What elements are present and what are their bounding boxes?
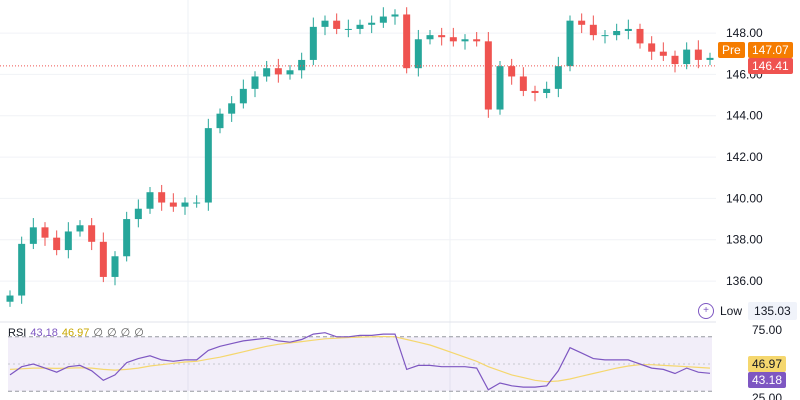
candle-body-48: [554, 66, 562, 89]
candle-body-29: [333, 20, 341, 29]
candle-body-25: [286, 70, 294, 75]
y-tick-label-148: 148.00: [726, 26, 763, 40]
candle-body-43: [496, 66, 504, 110]
candle-body-61: [706, 57, 714, 60]
candle-body-21: [239, 88, 247, 104]
rsi-legend-extra-4: ∅: [134, 327, 144, 339]
candle-body-58: [671, 55, 679, 65]
candle-body-24: [274, 68, 282, 75]
candle-body-59: [683, 49, 691, 65]
rsi-tick-label-75: 75.00: [752, 323, 782, 337]
candle-body-39: [449, 37, 457, 42]
candle-body-49: [566, 20, 574, 67]
candle-body-37: [426, 35, 434, 40]
candle-body-35: [403, 14, 411, 69]
candle-body-8: [88, 225, 96, 242]
candle-body-19: [216, 113, 224, 129]
candle-body-42: [484, 41, 492, 110]
candle-body-22: [251, 76, 259, 89]
rsi-tick-label-25: 25.00: [752, 391, 782, 400]
candle-body-52: [601, 35, 609, 37]
candle-body-23: [263, 68, 271, 77]
y-tick-label-142: 142.00: [726, 150, 763, 164]
candle-body-2: [18, 243, 26, 296]
candle-body-16: [181, 202, 189, 207]
low-label: Low: [720, 304, 743, 318]
pre-label: Pre: [718, 42, 745, 58]
last-price-tag: 146.41: [748, 58, 793, 74]
candle-body-46: [531, 90, 539, 93]
y-tick-label-136: 136.00: [726, 274, 763, 288]
rsi-ma-line: [9, 335, 711, 383]
candle-body-17: [193, 202, 201, 204]
rsi-ma-value-tag: 46.97: [748, 356, 787, 372]
candle-body-26: [298, 59, 306, 71]
candle-body-28: [321, 20, 329, 27]
candle-body-50: [578, 20, 586, 25]
candle-body-40: [461, 39, 469, 42]
candle-body-45: [519, 76, 527, 91]
candle-body-5: [53, 237, 61, 251]
rsi-legend-ma: 46.97: [61, 326, 90, 339]
candle-body-32: [368, 22, 376, 25]
rsi-legend-name: RSI: [8, 326, 27, 339]
candle-body-36: [414, 39, 422, 69]
candle-body-4: [41, 227, 49, 238]
candle-body-30: [344, 28, 352, 30]
y-tick-label-138: 138.00: [726, 233, 763, 247]
rsi-legend-extra-2: ∅: [107, 327, 117, 339]
candle-body-33: [379, 16, 387, 23]
candle-body-53: [613, 31, 621, 36]
candle-body-34: [391, 14, 399, 17]
candle-body-27: [309, 26, 317, 60]
candle-body-18: [204, 128, 212, 203]
candle-body-20: [228, 103, 236, 114]
candle-body-15: [169, 202, 177, 207]
rsi-legend-extra-3: ∅: [120, 327, 131, 339]
y-tick-label-144: 144.00: [726, 109, 763, 123]
candle-body-11: [123, 219, 131, 257]
candle-body-14: [158, 192, 166, 203]
candle-body-51: [589, 24, 597, 36]
candle-body-6: [64, 231, 72, 251]
candle-body-7: [76, 225, 84, 232]
candle-body-1: [6, 295, 14, 302]
low-value: 135.03: [748, 302, 797, 320]
candle-body-31: [356, 24, 364, 29]
candle-body-9: [99, 241, 107, 277]
candle-body-41: [473, 39, 481, 42]
rsi-legend-value: 43.18: [30, 326, 58, 339]
rsi-line: [9, 332, 711, 391]
candle-body-55: [636, 28, 644, 44]
pre-market-price-tag: 147.07: [748, 42, 793, 58]
candle-body-3: [29, 227, 37, 244]
candle-body-13: [146, 192, 154, 209]
low-marker-icon: +: [698, 303, 714, 319]
rsi-legend[interactable]: RSI 43.18 46.97 ∅ ∅ ∅ ∅: [8, 326, 144, 340]
low-badge[interactable]: + Low 135.03: [698, 302, 797, 320]
candle-body-60: [694, 49, 702, 60]
candle-body-57: [659, 51, 667, 56]
candle-body-56: [648, 43, 656, 52]
rsi-legend-extra-1: ∅: [93, 327, 103, 339]
candle-body-38: [438, 35, 446, 38]
candle-body-54: [624, 28, 632, 31]
y-tick-label-140: 140.00: [726, 191, 763, 205]
candle-body-10: [111, 256, 119, 277]
rsi-value-tag: 43.18: [748, 372, 787, 388]
candle-body-44: [508, 66, 516, 77]
candle-body-47: [543, 88, 551, 93]
candle-body-12: [134, 208, 142, 220]
